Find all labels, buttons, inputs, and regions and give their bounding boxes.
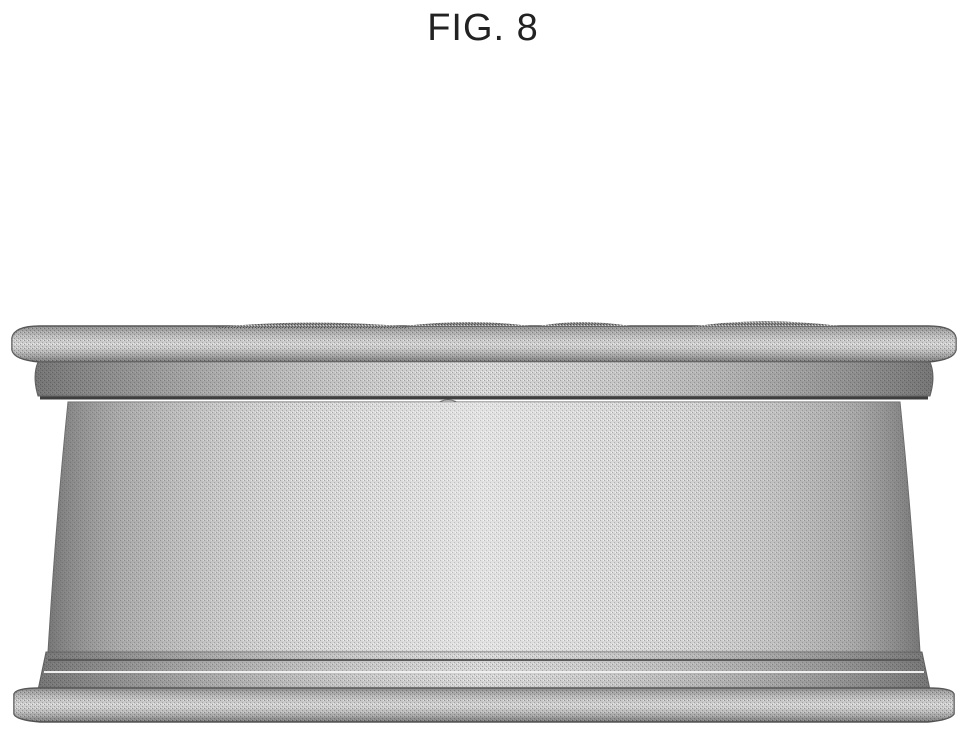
top-bead-seat bbox=[35, 362, 933, 408]
rim-barrel bbox=[48, 402, 920, 652]
bottom-bead-seat bbox=[38, 652, 930, 690]
bottom-flange bbox=[14, 688, 954, 722]
top-flange bbox=[12, 321, 956, 362]
